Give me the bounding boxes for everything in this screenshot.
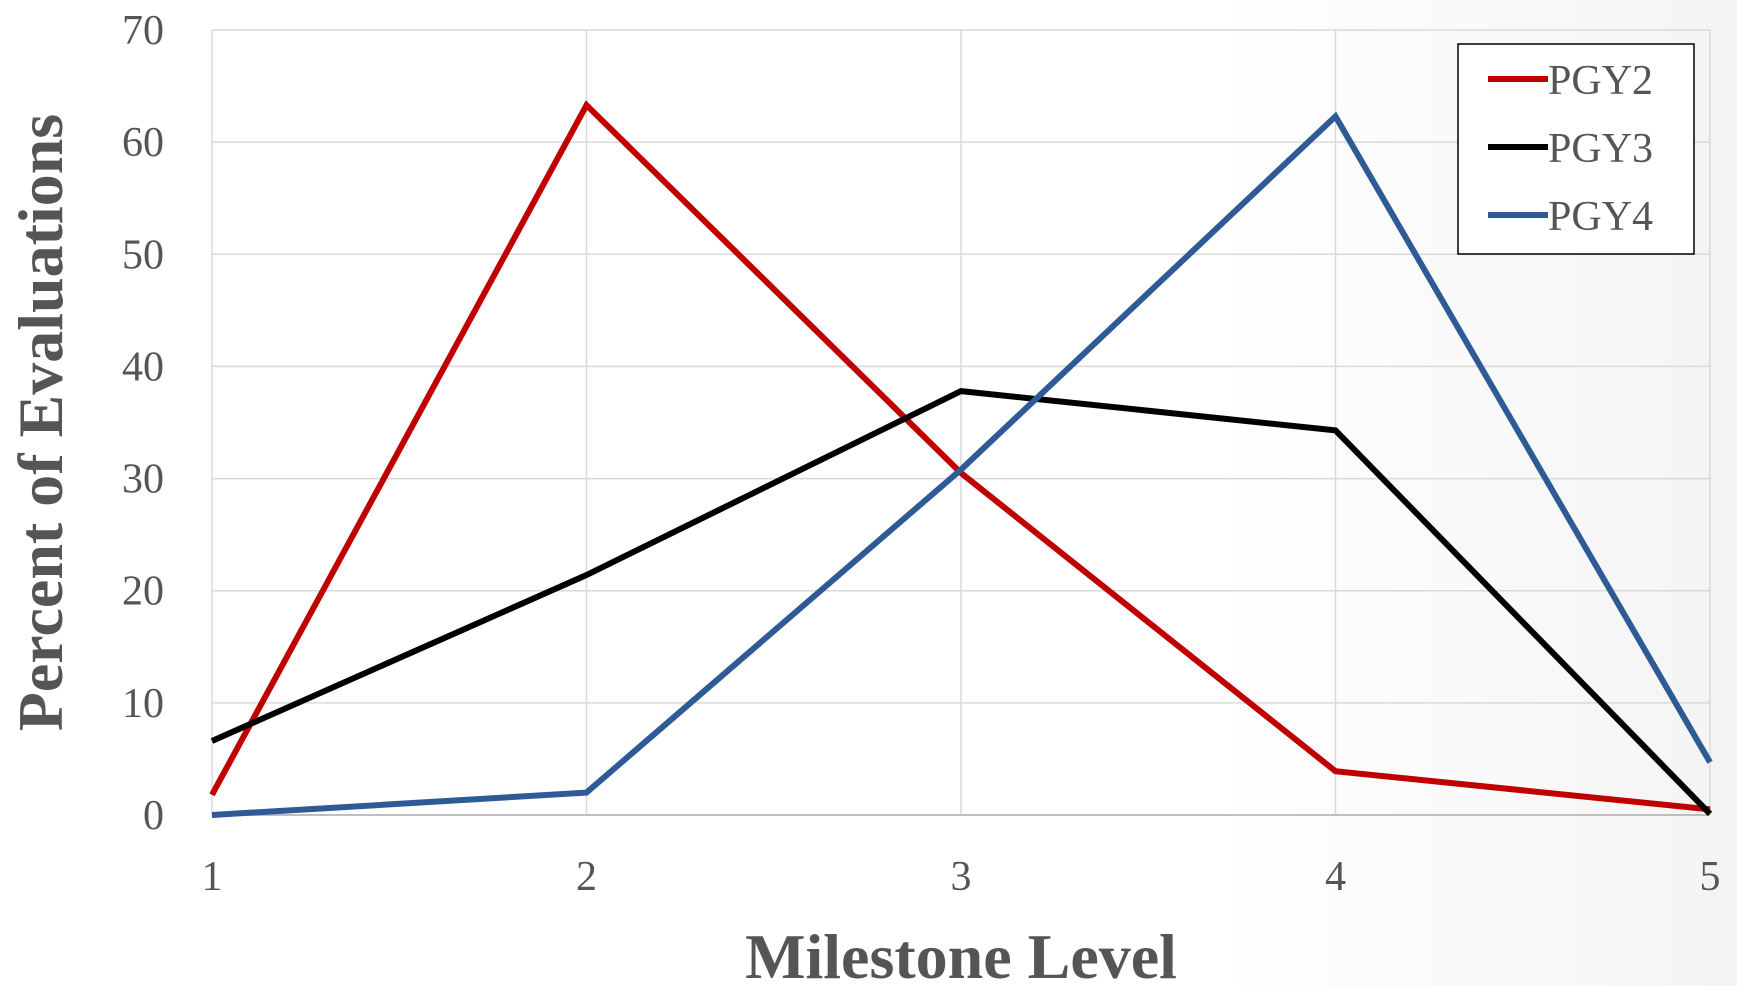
x-tick-label: 3 bbox=[951, 854, 972, 900]
y-axis-title: Percent of Evaluations bbox=[5, 114, 76, 731]
y-tick-label: 40 bbox=[122, 344, 164, 390]
x-tick-label: 5 bbox=[1700, 854, 1721, 900]
x-tick-label: 1 bbox=[202, 854, 223, 900]
legend-label-pgy2: PGY2 bbox=[1548, 58, 1653, 104]
y-tick-label: 0 bbox=[143, 793, 164, 839]
y-tick-label: 20 bbox=[122, 569, 164, 615]
legend: PGY2 PGY3 PGY4 bbox=[1457, 43, 1695, 255]
x-tick-label: 4 bbox=[1325, 854, 1346, 900]
tick-labels: 0 10 20 30 40 50 60 70 1 2 3 4 5 bbox=[122, 8, 1721, 900]
x-tick-label: 2 bbox=[576, 854, 597, 900]
y-tick-label: 30 bbox=[122, 457, 164, 503]
y-tick-label: 10 bbox=[122, 681, 164, 727]
legend-label-pgy3: PGY3 bbox=[1548, 126, 1653, 172]
y-tick-label: 70 bbox=[122, 8, 164, 54]
y-tick-label: 50 bbox=[122, 232, 164, 278]
x-axis-title: Milestone Level bbox=[745, 921, 1177, 986]
y-tick-label: 60 bbox=[122, 120, 164, 166]
series-lines bbox=[209, 100, 1713, 818]
legend-label-pgy4: PGY4 bbox=[1548, 194, 1653, 240]
grid bbox=[211, 29, 1711, 815]
